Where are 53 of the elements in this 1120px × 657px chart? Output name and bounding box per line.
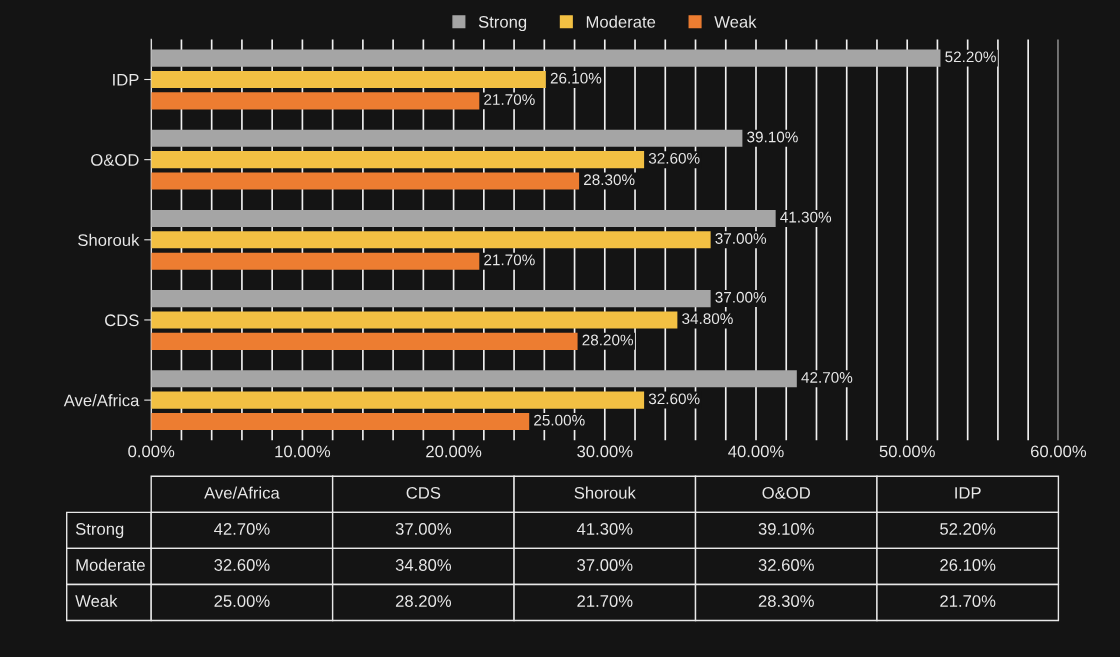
data-label: 28.20% — [582, 334, 634, 346]
category-label: Ave/Africa — [204, 486, 280, 499]
data-label: 21.70% — [484, 94, 535, 105]
text: 32.60% — [758, 559, 814, 571]
text: 28.20% — [395, 595, 452, 607]
legend-label: Strong — [478, 15, 527, 32]
text: 42.70% — [214, 523, 270, 535]
category-label: IDP — [955, 487, 981, 499]
data-label: 21.70% — [484, 254, 535, 266]
category-label: Shorouk — [574, 486, 636, 499]
text: Moderate — [76, 558, 145, 571]
text: 37.00% — [577, 559, 633, 571]
x-tick-label: 40.00% — [728, 445, 784, 458]
text: 37.00% — [395, 523, 452, 535]
text: 21.70% — [940, 595, 996, 607]
data-label: 32.60% — [648, 393, 700, 405]
data-label: 52.20% — [945, 51, 996, 63]
data-label: 34.80% — [682, 313, 733, 325]
data-label: 37.00% — [715, 291, 767, 303]
y-tick-label: Shorouk — [78, 233, 140, 247]
legend-label: Weak — [714, 15, 757, 28]
x-tick-label: 10.00% — [275, 445, 331, 458]
y-tick-label: CDS — [105, 314, 139, 327]
text: 34.80% — [395, 559, 452, 571]
category-label: CDS — [406, 486, 441, 499]
text: 32.60% — [214, 559, 270, 571]
x-tick-label: 20.00% — [426, 445, 482, 458]
legend-label: Moderate — [586, 15, 656, 28]
text: 25.00% — [214, 595, 270, 607]
text: 41.30% — [576, 523, 633, 535]
text: Strong — [75, 523, 124, 539]
x-tick-label: 30.00% — [577, 445, 633, 458]
text: 52.20% — [940, 523, 996, 535]
data-label: 39.10% — [747, 131, 798, 143]
x-tick-label: 0.00% — [128, 445, 175, 458]
y-tick-label: IDP — [113, 74, 139, 86]
category-label: O&OD — [762, 486, 810, 499]
data-label: 28.30% — [584, 174, 635, 186]
y-tick-label: Ave/Africa — [63, 394, 140, 407]
data-label: 32.60% — [648, 152, 700, 164]
data-label: 41.30% — [780, 211, 832, 223]
data-label: 42.70% — [801, 372, 853, 383]
data-label: 26.10% — [550, 72, 602, 84]
text: 26.10% — [940, 559, 996, 571]
x-tick-label: 50.00% — [879, 445, 935, 458]
data-label: 25.00% — [534, 414, 585, 426]
text: Weak — [75, 594, 118, 607]
y-tick-label: O&OD — [91, 154, 139, 166]
data-label: 37.00% — [715, 233, 767, 244]
text: 28.30% — [758, 595, 814, 607]
x-tick-label: 60.00% — [1030, 445, 1087, 458]
text: 21.70% — [577, 595, 633, 607]
text: 39.10% — [758, 523, 814, 535]
